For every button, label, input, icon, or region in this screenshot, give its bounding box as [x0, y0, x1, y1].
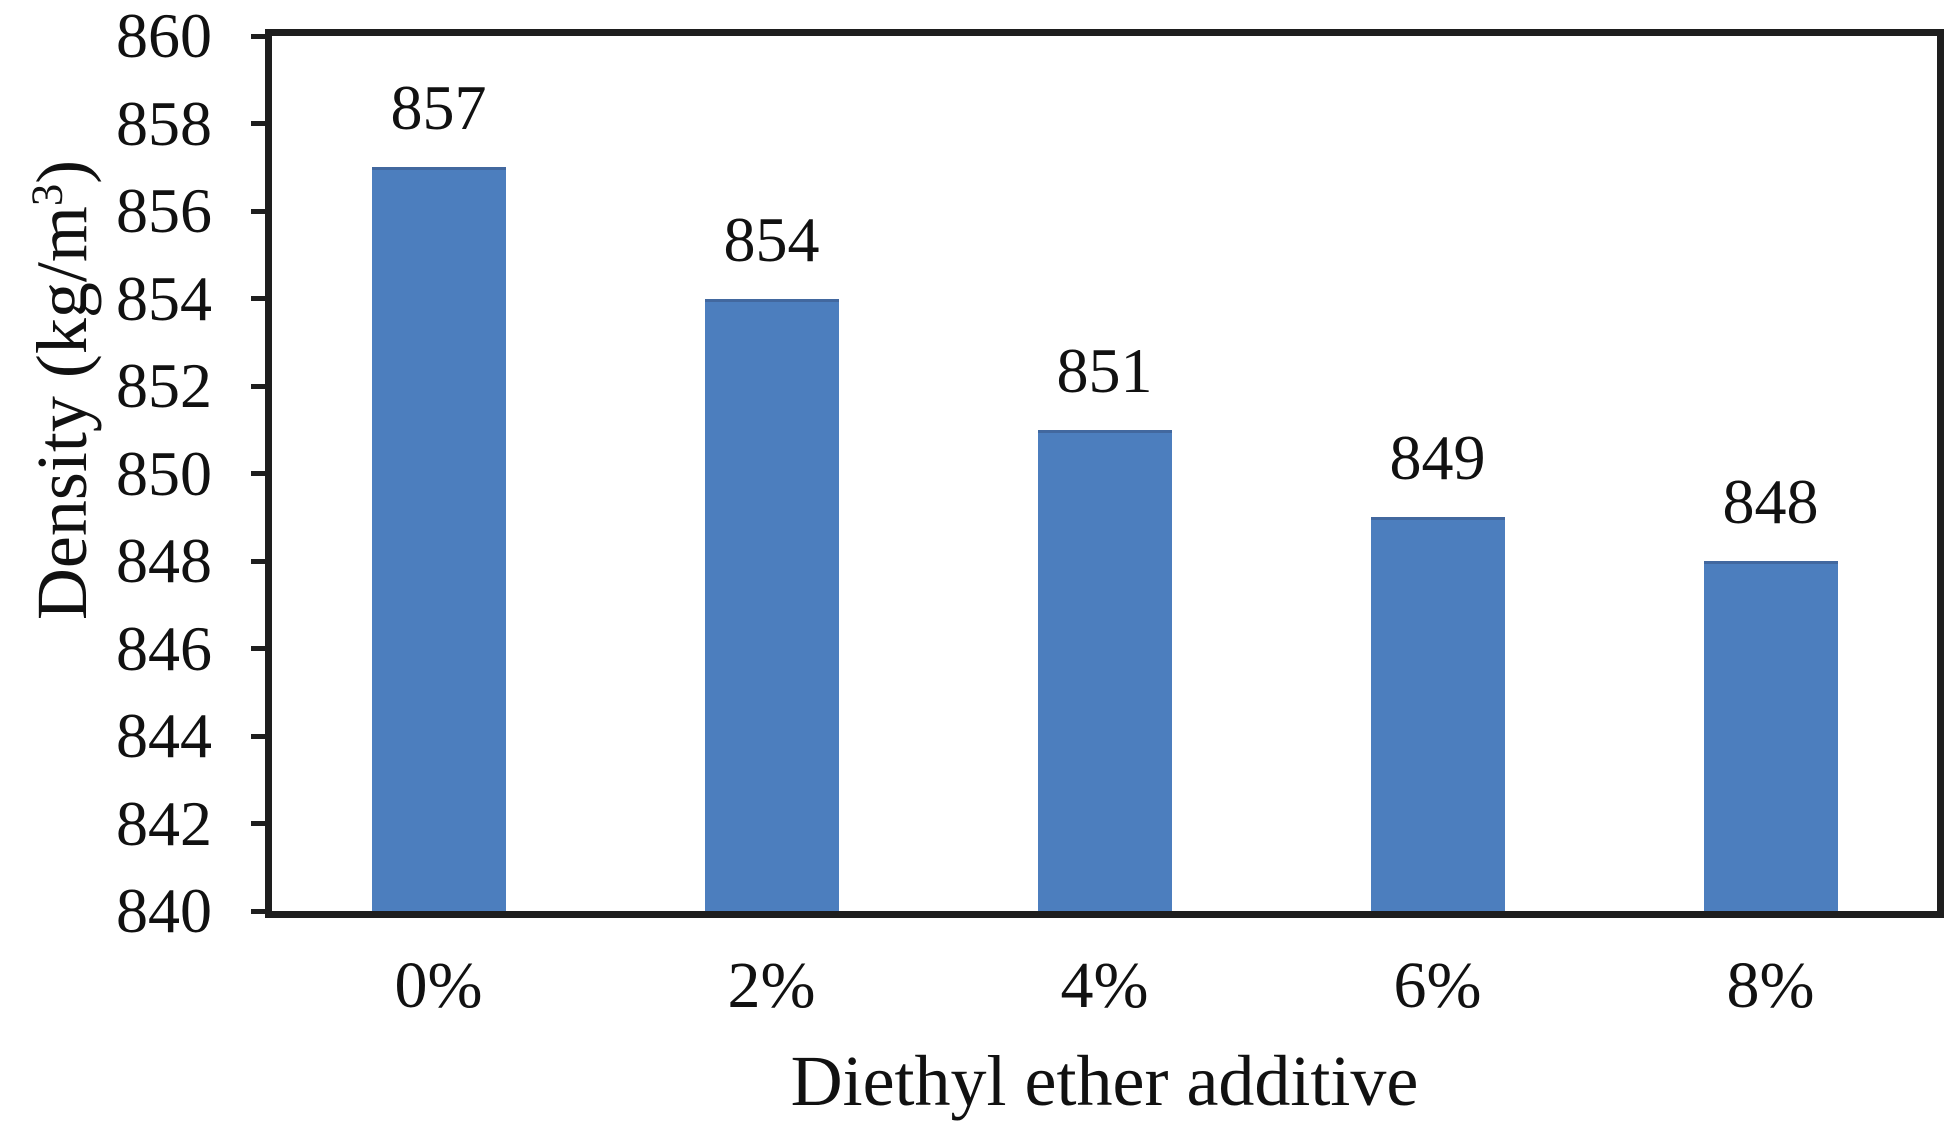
y-tick-mark	[251, 471, 267, 476]
x-tick-label: 2%	[727, 949, 816, 1022]
bar-value-label: 851	[1056, 334, 1153, 406]
bar	[371, 167, 506, 911]
x-axis-title: Diethyl ether additive	[790, 1041, 1419, 1121]
y-tick-mark	[251, 383, 267, 389]
y-tick-label: 852	[116, 350, 212, 421]
y-tick-label: 848	[116, 525, 212, 596]
y-tick-mark	[251, 296, 267, 301]
y-tick-mark	[251, 821, 267, 826]
bar-value-label: 857	[390, 72, 487, 144]
y-tick-label: 854	[116, 262, 212, 334]
x-tick-label: 8%	[1726, 949, 1815, 1022]
y-tick-mark	[251, 208, 267, 214]
bar	[1703, 561, 1838, 911]
bar	[1037, 429, 1172, 911]
y-tick-mark	[251, 121, 267, 126]
y-tick-mark	[251, 733, 267, 739]
y-tick-label: 840	[116, 875, 212, 946]
y-tick-label: 860	[116, 0, 212, 71]
bar	[1370, 517, 1505, 911]
y-tick-mark	[251, 33, 267, 39]
bar-value-label: 848	[1722, 466, 1819, 537]
bar	[704, 298, 839, 911]
y-tick-label: 842	[116, 787, 212, 859]
y-tick-mark	[251, 908, 267, 914]
y-tick-mark	[251, 558, 267, 564]
y-tick-label: 858	[116, 87, 212, 159]
x-tick-label: 4%	[1060, 949, 1149, 1022]
y-tick-label: 856	[116, 175, 212, 246]
y-tick-mark	[251, 646, 267, 651]
x-tick-label: 0%	[394, 949, 483, 1022]
y-tick-label: 844	[116, 700, 212, 771]
y-tick-label: 850	[116, 437, 212, 509]
x-tick-label: 6%	[1393, 949, 1482, 1022]
y-tick-label: 846	[116, 612, 212, 684]
bar-value-label: 849	[1389, 422, 1486, 494]
bar-value-label: 854	[723, 203, 820, 275]
